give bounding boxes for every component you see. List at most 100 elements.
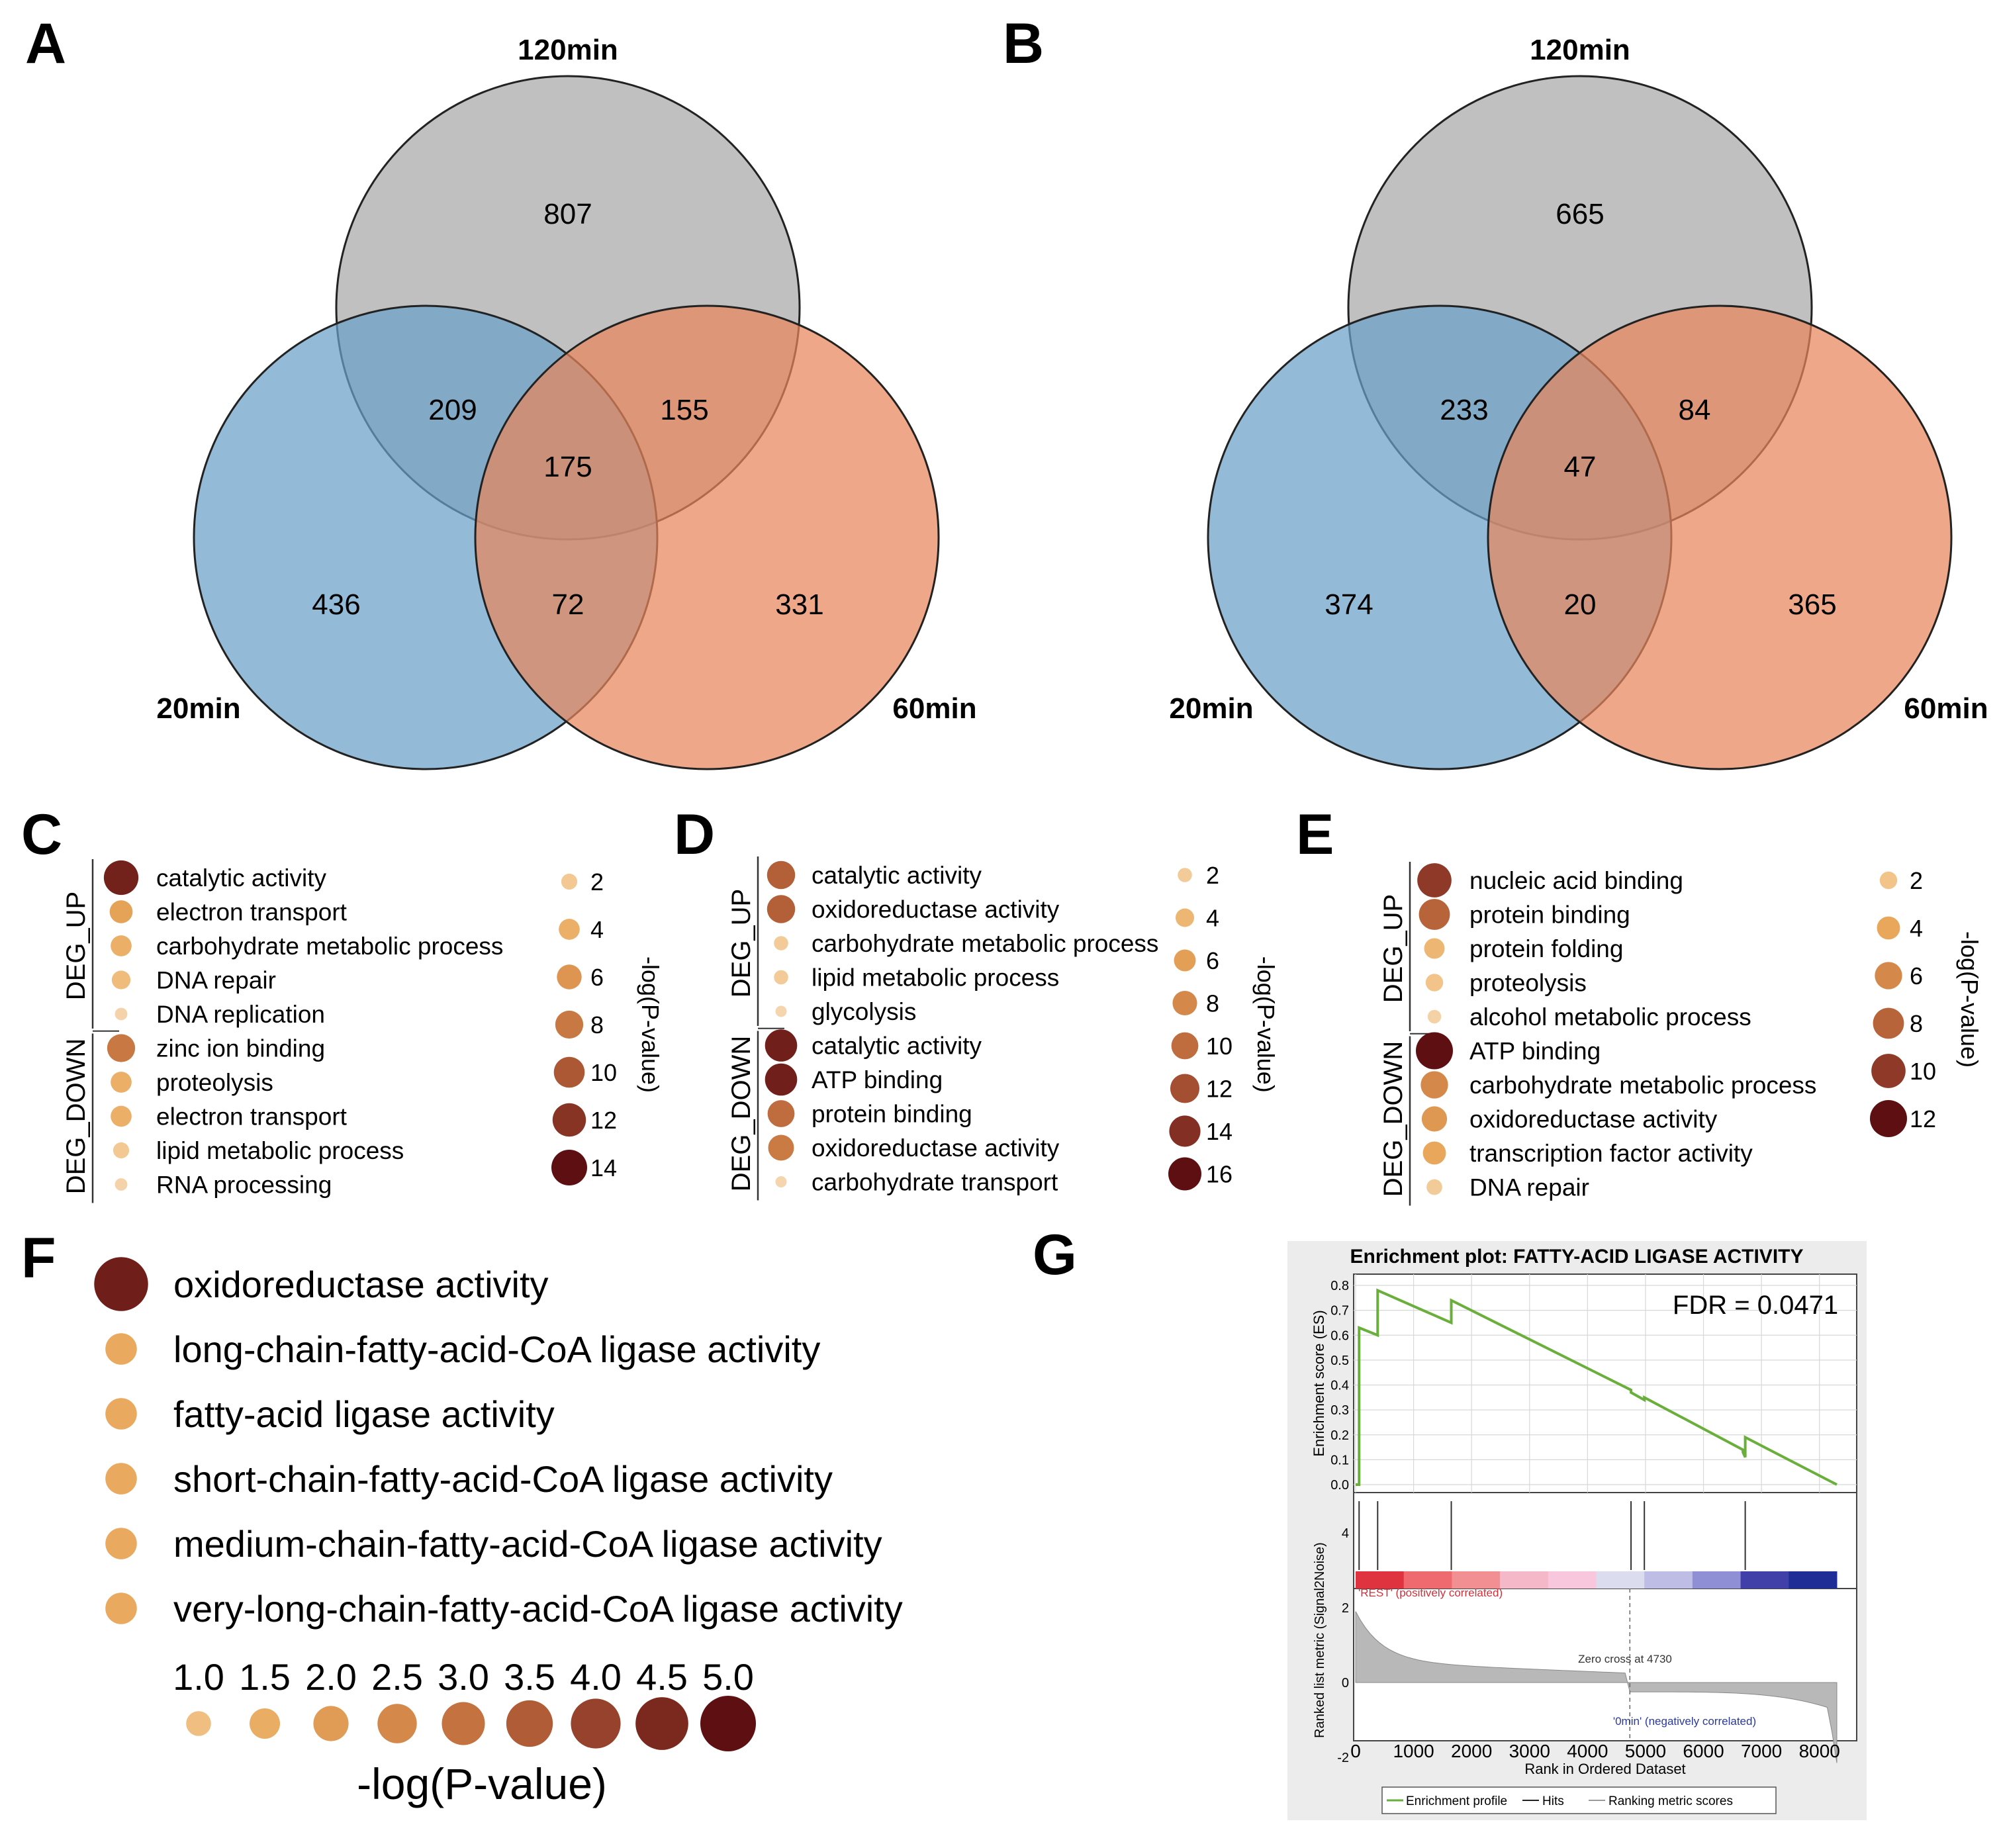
gsea-x-tick-label: 1000	[1393, 1741, 1434, 1761]
venn-b-i-120-60: 84	[1679, 394, 1711, 426]
gsea-pos-label: 'REST' (positively correlated)	[1358, 1587, 1503, 1599]
gsea-y-tick-label: 0.2	[1330, 1428, 1349, 1443]
gsea-xlabel: Rank in Ordered Dataset	[1524, 1761, 1685, 1777]
bubble-term-label: oxidoreductase activity	[812, 1134, 1060, 1162]
bubble-term-label: carbohydrate transport	[812, 1169, 1058, 1196]
gsea-legend: Enrichment profile Hits Ranking metric s…	[1381, 1786, 1777, 1814]
legend-bubble-mark	[1176, 908, 1194, 927]
legend-title: -log(P-value)	[637, 956, 664, 1093]
legend-value-label: 14	[1206, 1118, 1233, 1145]
legend-value-label: 4	[1910, 915, 1923, 942]
gsea-rank-ylabel: Ranked list metric (Signal2Noise)	[1313, 1542, 1327, 1738]
gsea-y-tick-label: 0.6	[1330, 1328, 1349, 1343]
bubble-mark	[1425, 974, 1444, 992]
gsea-neg-label: '0min' (negatively correlated)	[1613, 1715, 1756, 1728]
legend-bubble-mark	[377, 1704, 417, 1743]
legend-value-label: 5.0	[702, 1656, 754, 1698]
bubble-term-label: ATP binding	[812, 1066, 943, 1093]
gsea-plot: Enrichment plot: FATTY-ACID LIGASE ACTIV…	[1287, 1241, 1867, 1820]
legend-value-label: 12	[1206, 1076, 1233, 1103]
legend-value-label: 2.5	[371, 1656, 423, 1698]
bubble-mark	[111, 1072, 132, 1093]
legend-value-label: 8	[1910, 1010, 1923, 1037]
bubble-mark	[113, 1142, 130, 1159]
legend-bubble-mark	[1169, 1115, 1201, 1147]
group-label-up: DEG_UP	[727, 889, 756, 998]
bubble-term-label: carbohydrate metabolic process	[1469, 1072, 1816, 1099]
gsea-y-ticks: 0.8 0.7 0.6 0.5 0.4 0.3 0.2 0.1 0.0	[1330, 1279, 1349, 1493]
legend-bubble-mark	[555, 1010, 584, 1039]
bubble-mark	[1420, 1071, 1448, 1099]
gsea-heat-segment	[1548, 1571, 1597, 1589]
gsea-title: Enrichment plot: FATTY-ACID LIGASE ACTIV…	[1350, 1246, 1803, 1268]
bubble-mark	[765, 1029, 798, 1062]
legend-bubble-mark	[1178, 868, 1192, 882]
gsea-heat-segment	[1596, 1571, 1645, 1589]
bubble-mark	[767, 895, 796, 923]
bubble-term-label: lipid metabolic process	[156, 1137, 404, 1164]
legend-bubble-mark	[442, 1702, 485, 1745]
bubble-panel-f: oxidoreductase activity long-chain-fatty-…	[94, 1257, 903, 1751]
venn-a-set-120min: 120min	[518, 34, 618, 66]
bubble-mark	[111, 935, 132, 956]
bubble-term-label: electron transport	[156, 899, 348, 926]
venn-b-all: 47	[1564, 451, 1597, 483]
legend-bubble-mark	[1879, 871, 1898, 890]
legend-value-label: 4	[590, 916, 604, 943]
legend-value-label: 3.5	[504, 1656, 555, 1698]
venn-a-only-120: 807	[543, 198, 592, 230]
gsea-zero-cross: Zero cross at 4730	[1578, 1653, 1672, 1665]
venn-b-set-60min: 60min	[1904, 692, 1988, 725]
gsea-x-tick-label: 4000	[1567, 1741, 1608, 1761]
gsea-y-tick-label: 0.3	[1330, 1403, 1349, 1418]
gsea-heat-segment	[1740, 1571, 1789, 1589]
bubble-term-label: nucleic acid binding	[1469, 867, 1683, 894]
bubble-mark	[94, 1257, 148, 1311]
legend-value-label: 1.5	[239, 1656, 291, 1698]
group-label-up: DEG_UP	[1379, 894, 1408, 1003]
bubble-term-label: catalytic activity	[812, 1033, 982, 1060]
legend-bubble-mark	[571, 1698, 621, 1749]
legend-bubble-mark	[1172, 990, 1197, 1016]
bubble-term-label: short-chain-fatty-acid-CoA ligase activi…	[173, 1458, 833, 1500]
legend-bubble-mark	[561, 873, 578, 890]
panel-label-g: G	[1033, 1223, 1077, 1287]
venn-b-i-120-20: 233	[1440, 394, 1488, 426]
bubble-term-label: catalytic activity	[812, 862, 982, 889]
bubble-mark	[105, 1333, 137, 1365]
legend-value-label: 12	[590, 1107, 617, 1134]
legend-title: -log(P-value)	[1252, 956, 1280, 1093]
gsea-x-tick-label: 7000	[1741, 1741, 1782, 1761]
bubble-term-label: proteolysis	[156, 1069, 273, 1096]
legend-value-label: 10	[1910, 1058, 1936, 1085]
gsea-y-tick-label: 0.0	[1330, 1478, 1349, 1493]
legend-value-label: 4	[1206, 905, 1219, 932]
group-label-up: DEG_UP	[62, 892, 91, 1001]
venn-b-i-20-60: 20	[1564, 588, 1597, 621]
legend-bubble-mark	[249, 1708, 281, 1739]
legend-value-label: 12	[1910, 1105, 1936, 1132]
gsea-heat-segment	[1692, 1571, 1742, 1589]
bubble-mark	[107, 1034, 136, 1062]
gsea-y-tick-label: 0.5	[1330, 1354, 1349, 1368]
bubble-term-label: fatty-acid ligase activity	[173, 1393, 555, 1435]
legend-bubble-mark	[1870, 1100, 1907, 1137]
bubble-panel-c: DEG_UP DEG_DOWN catalytic activity electron…	[62, 859, 664, 1203]
gsea-rank-y-ticks: 4 2 0 -2	[1337, 1526, 1349, 1765]
gsea-legend-box	[1381, 1786, 1777, 1814]
legend-bubble-mark	[1174, 949, 1196, 972]
bubble-mark	[1421, 1106, 1448, 1132]
legend-bubble-mark	[313, 1706, 349, 1741]
gsea-rank-y-tick-label: 4	[1342, 1526, 1349, 1541]
bubble-term-label: DNA repair	[1469, 1174, 1589, 1201]
venn-b-only-20: 374	[1325, 588, 1373, 621]
bubble-term-label: very-long-chain-fatty-acid-CoA ligase ac…	[173, 1588, 903, 1630]
bubble-term-label: zinc ion binding	[156, 1035, 325, 1062]
legend-bubble-mark	[1875, 962, 1902, 990]
panel-label-d: D	[674, 803, 715, 866]
venn-a-set-20min: 20min	[156, 692, 240, 725]
gsea-x-tick-label: 6000	[1683, 1741, 1724, 1761]
bubble-mark	[115, 1178, 128, 1191]
gsea-es-ylabel: Enrichment score (ES)	[1311, 1310, 1327, 1456]
